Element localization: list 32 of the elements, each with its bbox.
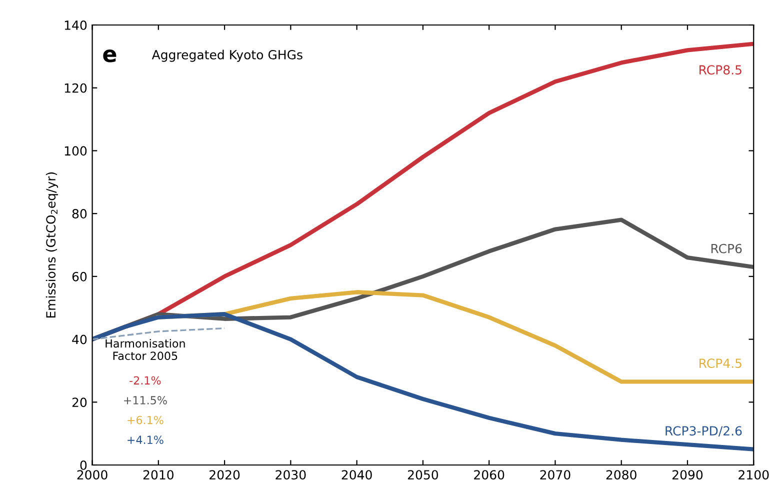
x-tick-label: 2010 xyxy=(143,470,174,480)
y-tick-label: 120 xyxy=(64,83,87,93)
annotation: -2.1% xyxy=(130,376,161,385)
y-tick-label: 60 xyxy=(72,272,87,282)
annotation: +4.1% xyxy=(128,436,164,444)
x-tick-label: 2000 xyxy=(77,470,108,480)
annotation: +6.1% xyxy=(128,416,164,424)
annotation: e xyxy=(103,49,116,62)
annotation: +11.5% xyxy=(124,396,167,404)
x-tick-label: 2080 xyxy=(606,470,636,480)
x-tick-label: 2050 xyxy=(408,470,438,480)
y-tick-label: 100 xyxy=(64,146,87,156)
x-tick-label: 2040 xyxy=(342,470,372,480)
x-tick-label: 2090 xyxy=(672,470,703,480)
x-tick-label: 2030 xyxy=(276,470,306,480)
series-label: RCP3-PD/2.6 xyxy=(666,426,742,437)
x-tick-label: 2020 xyxy=(210,470,240,480)
annotation: Harmonisation Factor 2005 xyxy=(106,339,185,360)
text: Aggregated Kyoto GHGs xyxy=(152,50,302,62)
series-label: RCP6 xyxy=(711,244,742,254)
y-tick-label: 20 xyxy=(72,398,87,408)
line-series xyxy=(92,312,754,452)
x-tick-label: 2060 xyxy=(474,470,504,480)
series-label: RCP8.5 xyxy=(700,65,742,75)
series-label: RCP4.5 xyxy=(700,358,742,368)
x-tick-label: 2100 xyxy=(738,470,769,480)
x-tick-label: 2070 xyxy=(540,470,570,480)
y-tick-label: 40 xyxy=(72,334,87,344)
y-tick-label: 80 xyxy=(72,209,87,218)
y-tick-label: 0 xyxy=(80,460,87,470)
y-tick-label: 140 xyxy=(64,20,87,30)
y-axis-title: Emissions (GtCO$_{2}$eq/yr) xyxy=(46,172,58,318)
